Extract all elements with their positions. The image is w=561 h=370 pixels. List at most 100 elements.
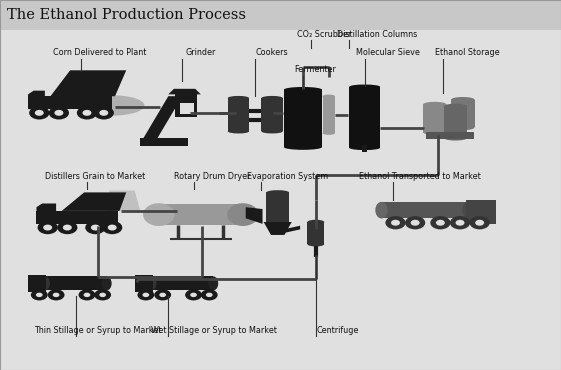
Polygon shape (36, 204, 56, 224)
FancyBboxPatch shape (261, 98, 283, 131)
Polygon shape (264, 222, 292, 235)
Circle shape (82, 110, 91, 116)
Ellipse shape (323, 132, 335, 135)
Circle shape (29, 106, 49, 120)
Polygon shape (62, 192, 126, 211)
Circle shape (430, 216, 450, 229)
FancyBboxPatch shape (349, 87, 380, 148)
FancyBboxPatch shape (323, 96, 335, 133)
Circle shape (91, 225, 100, 231)
Ellipse shape (284, 144, 322, 150)
Ellipse shape (375, 202, 388, 218)
Ellipse shape (323, 95, 335, 98)
FancyBboxPatch shape (381, 202, 468, 218)
FancyBboxPatch shape (180, 103, 194, 114)
FancyBboxPatch shape (175, 94, 197, 117)
FancyBboxPatch shape (45, 276, 107, 290)
Circle shape (137, 289, 154, 300)
Ellipse shape (102, 276, 112, 290)
FancyBboxPatch shape (266, 192, 289, 222)
Circle shape (142, 293, 149, 297)
Circle shape (154, 289, 171, 300)
Ellipse shape (228, 96, 249, 100)
Ellipse shape (349, 84, 380, 89)
Text: Evaporation System: Evaporation System (247, 172, 328, 181)
Circle shape (159, 293, 166, 297)
Polygon shape (283, 226, 300, 233)
Ellipse shape (228, 129, 249, 134)
Circle shape (99, 110, 108, 116)
Text: Centrifuge: Centrifuge (317, 326, 360, 335)
FancyBboxPatch shape (466, 200, 496, 222)
Polygon shape (246, 207, 263, 224)
Circle shape (84, 293, 90, 297)
Circle shape (79, 289, 95, 300)
Circle shape (43, 225, 52, 231)
Circle shape (385, 216, 406, 229)
Circle shape (99, 293, 106, 297)
Circle shape (436, 220, 445, 226)
Circle shape (31, 289, 48, 300)
Circle shape (190, 293, 197, 297)
FancyBboxPatch shape (272, 115, 280, 122)
Ellipse shape (261, 96, 283, 100)
FancyBboxPatch shape (28, 275, 46, 292)
Text: Distillation Columns: Distillation Columns (337, 30, 417, 39)
FancyBboxPatch shape (480, 218, 496, 224)
Circle shape (411, 220, 420, 226)
Ellipse shape (266, 190, 289, 195)
FancyBboxPatch shape (444, 107, 467, 138)
Circle shape (35, 110, 44, 116)
Ellipse shape (423, 102, 447, 107)
Text: Fermenter: Fermenter (295, 65, 337, 74)
Ellipse shape (284, 87, 322, 92)
FancyBboxPatch shape (140, 138, 188, 146)
Circle shape (36, 293, 43, 297)
Ellipse shape (208, 276, 218, 290)
Polygon shape (143, 96, 182, 139)
Circle shape (185, 289, 202, 300)
Circle shape (206, 293, 213, 297)
FancyBboxPatch shape (451, 100, 475, 127)
Circle shape (201, 289, 218, 300)
Polygon shape (159, 204, 243, 225)
FancyBboxPatch shape (151, 276, 213, 290)
Circle shape (405, 216, 425, 229)
Circle shape (94, 106, 114, 120)
Polygon shape (168, 89, 201, 94)
Polygon shape (36, 211, 118, 224)
Circle shape (48, 289, 65, 300)
Text: Cookers: Cookers (255, 48, 288, 57)
Ellipse shape (80, 95, 145, 116)
Circle shape (475, 220, 484, 226)
Polygon shape (50, 70, 126, 96)
Ellipse shape (307, 220, 324, 224)
Ellipse shape (146, 276, 157, 290)
Text: Corn Delivered to Plant: Corn Delivered to Plant (53, 48, 146, 57)
FancyBboxPatch shape (135, 275, 153, 292)
Ellipse shape (423, 130, 447, 135)
Circle shape (77, 106, 97, 120)
FancyBboxPatch shape (362, 145, 367, 152)
Circle shape (391, 220, 400, 226)
Circle shape (85, 221, 105, 234)
Ellipse shape (462, 202, 475, 218)
Circle shape (49, 106, 69, 120)
FancyBboxPatch shape (228, 98, 249, 131)
Circle shape (470, 216, 490, 229)
Ellipse shape (307, 242, 324, 246)
Ellipse shape (444, 135, 467, 141)
Ellipse shape (143, 203, 174, 226)
Text: Thin Stillage or Syrup to Market: Thin Stillage or Syrup to Market (34, 326, 161, 335)
Circle shape (108, 225, 117, 231)
Text: Ethanol Transported to Market: Ethanol Transported to Market (359, 172, 481, 181)
Text: The Ethanol Production Process: The Ethanol Production Process (7, 8, 246, 22)
FancyBboxPatch shape (284, 90, 322, 147)
Text: CO₂ Scrubber: CO₂ Scrubber (297, 30, 352, 39)
Ellipse shape (451, 97, 475, 102)
FancyBboxPatch shape (307, 222, 324, 244)
Ellipse shape (266, 220, 289, 224)
Text: Ethanol Storage: Ethanol Storage (435, 48, 499, 57)
FancyBboxPatch shape (426, 132, 474, 139)
FancyBboxPatch shape (423, 105, 447, 132)
